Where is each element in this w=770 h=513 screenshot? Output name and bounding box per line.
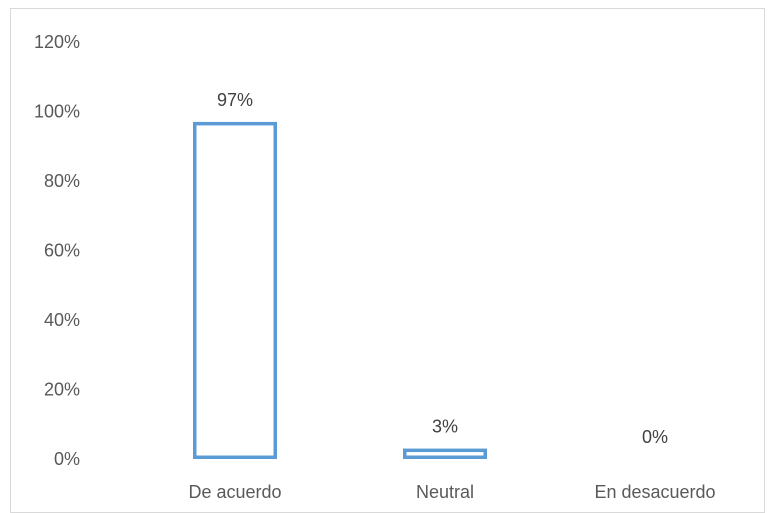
y-tick-label: 0%: [54, 449, 80, 469]
y-tick-label: 100%: [34, 102, 80, 122]
category-labels: De acuerdo Neutral En desacuerdo: [188, 482, 715, 502]
data-labels: 97% 3% 0%: [217, 90, 668, 447]
y-tick-label: 20%: [44, 380, 80, 400]
data-label: 0%: [642, 427, 668, 447]
y-tick-label: 60%: [44, 241, 80, 261]
y-tick-label: 40%: [44, 310, 80, 330]
data-label: 97%: [217, 90, 253, 110]
x-tick-label: Neutral: [416, 482, 474, 502]
x-tick-label: En desacuerdo: [594, 482, 715, 502]
bar-neutral: [403, 448, 487, 460]
y-tick-label: 120%: [34, 32, 80, 52]
data-label: 3%: [432, 417, 458, 437]
chart-frame: [10, 8, 765, 513]
bars: [193, 121, 487, 460]
y-tick-label: 80%: [44, 171, 80, 191]
bar-de-acuerdo: [193, 121, 277, 460]
y-axis-ticks: 0% 20% 40% 60% 80% 100% 120%: [34, 32, 80, 469]
x-tick-label: De acuerdo: [188, 482, 281, 502]
